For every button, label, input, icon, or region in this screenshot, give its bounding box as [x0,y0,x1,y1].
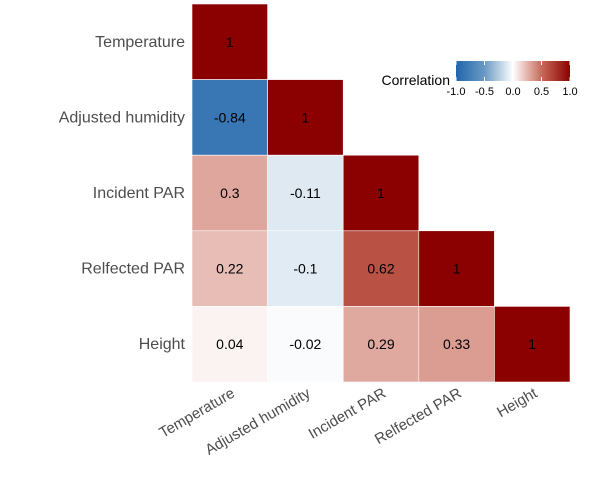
legend-tick-label: -0.5 [475,86,494,98]
cell-value-label: 0.04 [216,336,243,352]
heatmap-cell [191,3,268,80]
y-tick-label: Adjusted humidity [59,109,185,126]
legend-tick-label: -1.0 [447,86,466,98]
legend-ticks: -1.0 -0.5 0.0 0.5 1.0 [447,61,578,98]
cell-value-label: 0.22 [216,261,243,277]
heatmap-cell [267,230,344,307]
cell-value-label: 1 [226,34,234,50]
cell-value-label: 0.29 [367,336,394,352]
legend-tick-label: 0.5 [534,86,549,98]
cell-value-label: 1 [453,261,461,277]
legend-color-bar [456,61,570,81]
cell-value-label: -0.84 [214,109,246,125]
legend-tick-label: 0.0 [505,86,520,98]
legend-title: Correlation [382,72,450,88]
heatmap-cell [191,154,268,232]
heatmap-cell [494,306,571,383]
cell-value-label: -0.02 [289,336,321,352]
legend-tick-label: 1.0 [562,86,577,98]
cell-value-label: 1 [302,109,310,125]
cell-value-label: 0.33 [443,336,470,352]
y-tick-label: Relfected PAR [81,261,185,278]
heatmap-cell [267,306,344,383]
cell-value-label: 1 [528,336,536,352]
heatmap-cell [418,230,495,307]
cell-value-label: 1 [377,185,385,201]
cell-value-label: -0.1 [293,261,317,277]
cell-value-label: 0.62 [367,261,394,277]
cell-value-label: 0.3 [220,185,240,201]
heatmap-cell [418,306,495,383]
x-tick-label: Height [494,384,541,421]
heatmap-cell [191,79,268,156]
color-legend: Correlation -1.0 -0.5 0.0 0.5 1.0 [382,61,578,98]
cell-value-label: -0.11 [290,185,321,201]
y-tick-label: Incident PAR [93,185,185,202]
y-tick-label: Temperature [95,34,185,51]
heatmap-cell [342,154,420,232]
heatmap-cells: 1 -0.84 1 0.3 -0.11 1 0.22 -0.1 0.62 1 0.04 -0.02 0.… [191,3,571,383]
heatmap-cell [342,306,420,383]
y-tick-label: Height [139,336,186,353]
heatmap-cell [267,154,344,232]
heatmap-cell [267,79,344,156]
y-axis-tick-labels: Temperature Adjusted humidity Incident PAR… [59,34,186,353]
